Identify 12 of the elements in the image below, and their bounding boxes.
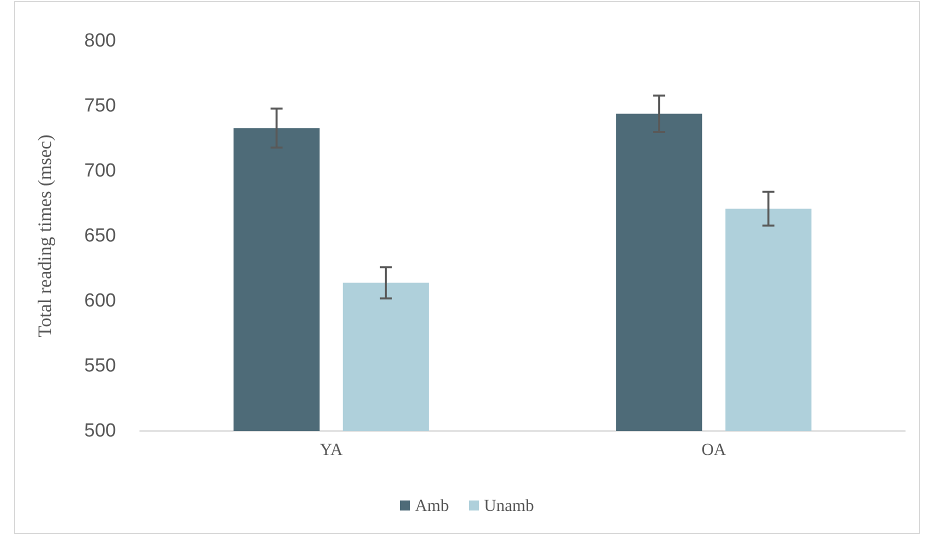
y-tick-label: 750 [84,96,116,116]
y-tick-label: 700 [84,160,116,182]
y-tick-label: 500 [84,420,116,442]
legend-label: Unamb [484,496,534,515]
x-tick-label: OA [701,440,727,459]
y-tick-label: 800 [84,30,116,52]
y-tick-label: 650 [84,226,116,246]
x-tick-label: YA [320,440,344,459]
legend-label: Amb [414,496,449,515]
y-tick-label: 600 [84,290,116,312]
y-tick-label: 550 [84,356,116,376]
y-axis-title: Total reading times (msec) [35,134,56,338]
